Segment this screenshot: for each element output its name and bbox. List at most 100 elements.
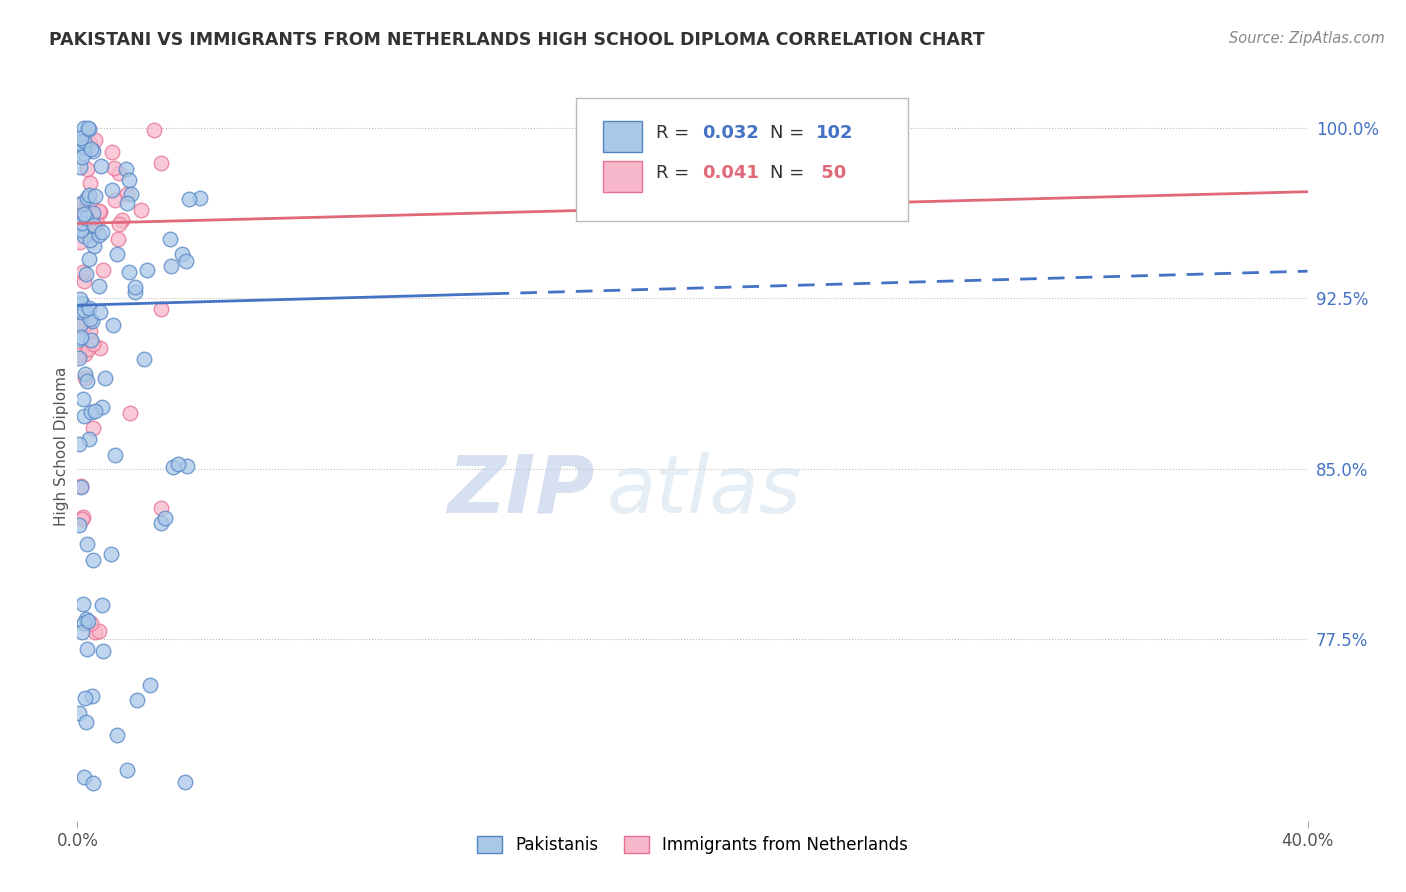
Point [80, 313, 103, 327]
Point [150, 516, 173, 530]
Point [124, 279, 146, 293]
Point [150, 500, 173, 515]
Point [82, 223, 104, 237]
Point [150, 155, 173, 169]
Point [77, 121, 100, 136]
Text: 50: 50 [815, 163, 846, 181]
Point [111, 212, 134, 227]
Point [136, 263, 159, 277]
Point [82, 144, 104, 158]
Point [69, 318, 91, 333]
Point [67, 213, 90, 227]
Point [84, 189, 107, 203]
Point [69, 293, 91, 307]
Point [83, 218, 105, 232]
Point [101, 318, 124, 332]
Point [87, 228, 110, 243]
Point [70, 318, 93, 333]
Point [86, 215, 108, 229]
Point [70, 315, 93, 329]
Point [155, 511, 177, 525]
Point [87, 204, 110, 219]
Point [73, 370, 96, 384]
Point [87, 624, 110, 639]
Point [100, 547, 122, 561]
Text: N =: N = [770, 163, 810, 181]
Point [72, 392, 94, 406]
Point [75, 367, 97, 381]
Point [89, 205, 111, 219]
Point [72, 510, 94, 524]
Point [70, 511, 93, 525]
Text: R =: R = [655, 124, 695, 142]
Point [107, 232, 129, 246]
Point [120, 406, 142, 420]
Point [72, 203, 94, 218]
Point [89, 341, 111, 355]
Point [70, 150, 93, 164]
Point [70, 217, 93, 231]
Point [67, 199, 90, 213]
Point [75, 318, 97, 333]
Text: 0.032: 0.032 [703, 124, 759, 142]
Point [72, 229, 94, 244]
Point [77, 252, 100, 267]
Text: ZIP: ZIP [447, 452, 595, 530]
Text: R =: R = [655, 163, 695, 181]
Point [73, 771, 96, 785]
Point [73, 303, 96, 318]
Point [118, 265, 141, 279]
Text: Source: ZipAtlas.com: Source: ZipAtlas.com [1229, 31, 1385, 46]
Y-axis label: High School Diploma: High School Diploma [53, 367, 69, 525]
Point [69, 223, 91, 237]
Point [80, 404, 103, 418]
Point [70, 130, 93, 145]
Point [80, 142, 103, 156]
Point [120, 186, 142, 201]
Point [67, 347, 90, 361]
Point [150, 302, 173, 317]
Point [77, 301, 100, 315]
Point [176, 458, 198, 473]
Point [82, 775, 104, 789]
Point [75, 347, 97, 361]
Point [76, 614, 98, 628]
Point [105, 728, 128, 742]
Point [103, 161, 125, 175]
Point [101, 183, 124, 197]
Point [159, 232, 181, 246]
Point [76, 343, 98, 357]
Point [79, 233, 101, 247]
Point [94, 371, 117, 385]
Point [82, 420, 104, 434]
Point [72, 140, 94, 154]
Text: 102: 102 [815, 124, 853, 142]
Text: atlas: atlas [606, 452, 801, 530]
Point [115, 186, 138, 201]
Point [159, 259, 181, 273]
Text: 0.041: 0.041 [703, 163, 759, 181]
Point [70, 305, 93, 319]
Point [76, 191, 98, 205]
Point [174, 254, 197, 268]
Point [70, 296, 93, 310]
Point [70, 196, 93, 211]
Point [91, 400, 114, 414]
Point [75, 267, 97, 281]
Point [107, 217, 129, 231]
Point [73, 146, 96, 161]
Point [73, 134, 96, 148]
Point [84, 403, 107, 417]
Point [75, 690, 97, 705]
Point [72, 597, 94, 611]
Point [80, 615, 103, 630]
Point [108, 166, 131, 180]
Point [76, 641, 98, 656]
Point [82, 552, 104, 566]
Point [75, 612, 97, 626]
Point [79, 136, 101, 151]
Point [72, 215, 94, 229]
Point [115, 162, 138, 177]
Point [67, 706, 90, 720]
Point [69, 332, 91, 346]
